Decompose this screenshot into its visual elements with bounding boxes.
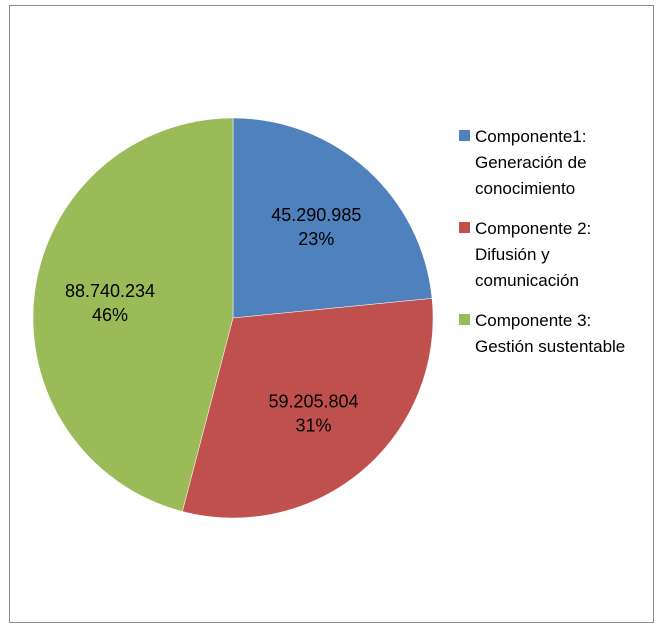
data-label-value-componente-1: 45.290.985 [271,205,361,225]
legend-swatch-componente-1 [459,130,470,141]
legend-label-componente-2: Componente 2: Difusión y comunicación [475,219,592,290]
legend-swatch-componente-3 [459,314,470,325]
legend: Componente1: Generación de conocimiento … [457,124,652,374]
legend-item-componente-2: Componente 2: Difusión y comunicación [457,216,652,294]
legend-label-componente-3: Componente 3: Gestión sustentable [475,311,626,356]
legend-swatch-componente-2 [459,222,470,233]
data-label-value-componente-3: 88.740.234 [65,281,155,301]
data-label-percent-componente-1: 23% [298,229,334,249]
pie-slices [32,117,434,519]
data-label-value-componente-2: 59.205.804 [268,391,358,411]
data-label-percent-componente-2: 31% [295,415,331,435]
legend-item-componente-1: Componente1: Generación de conocimiento [457,124,652,202]
pie-slice-componente-3 [32,117,234,512]
legend-label-componente-1: Componente1: Generación de conocimiento [475,127,587,198]
pie-slice-componente-1 [232,117,433,319]
pie-data-labels: 45.290.985 23% 59.205.804 31% 88.740.234 46% [65,205,361,435]
data-label-percent-componente-3: 46% [92,305,128,325]
legend-item-componente-3: Componente 3: Gestión sustentable [457,308,652,360]
pie-slice-componente-2 [182,298,434,519]
